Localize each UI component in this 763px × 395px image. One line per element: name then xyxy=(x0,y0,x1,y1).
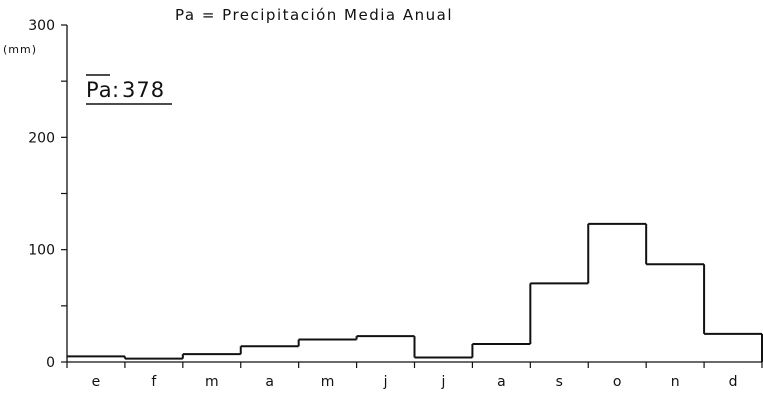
precip-bar-2 xyxy=(123,356,183,360)
mean-annotation-value: 378 xyxy=(122,78,165,102)
precip-bar-4 xyxy=(239,345,299,355)
precip-bar-12 xyxy=(703,264,763,362)
precip-bar-5 xyxy=(297,338,357,347)
mean-annotation: Pa : 378 xyxy=(86,74,172,105)
month-label: m xyxy=(205,374,219,390)
y-tick-label: 100 xyxy=(28,243,55,259)
y-axis-unit: (mm) xyxy=(3,43,37,56)
month-label: n xyxy=(671,374,680,390)
y-tick-label: 300 xyxy=(28,18,55,34)
precip-bar-6 xyxy=(355,335,415,340)
precip-bar-3 xyxy=(181,353,241,359)
mean-annotation-label: Pa xyxy=(86,78,113,102)
precipitation-steps xyxy=(67,222,763,362)
month-label: s xyxy=(556,374,563,390)
month-label: o xyxy=(613,374,622,390)
y-tick-label: 0 xyxy=(46,355,55,371)
precip-bar-10 xyxy=(587,222,647,284)
mean-annotation-colon: : xyxy=(112,78,120,102)
chart-title: Pa = Precipitación Media Anual xyxy=(175,6,453,24)
y-axis-ticks: 0 100 200 300 xyxy=(28,18,67,371)
precip-bar-8 xyxy=(471,343,531,358)
month-label: d xyxy=(729,374,738,390)
month-label: j xyxy=(441,374,446,390)
precip-bar-9 xyxy=(529,282,589,345)
month-label: f xyxy=(151,374,157,390)
month-label: m xyxy=(321,374,335,390)
precip-bar-11 xyxy=(645,223,705,266)
month-label: a xyxy=(497,374,506,390)
y-tick-label: 200 xyxy=(28,130,55,146)
month-label: e xyxy=(92,374,101,390)
month-label: a xyxy=(265,374,274,390)
month-label: j xyxy=(383,374,388,390)
precip-bar-7 xyxy=(413,336,473,359)
axes xyxy=(66,25,762,363)
